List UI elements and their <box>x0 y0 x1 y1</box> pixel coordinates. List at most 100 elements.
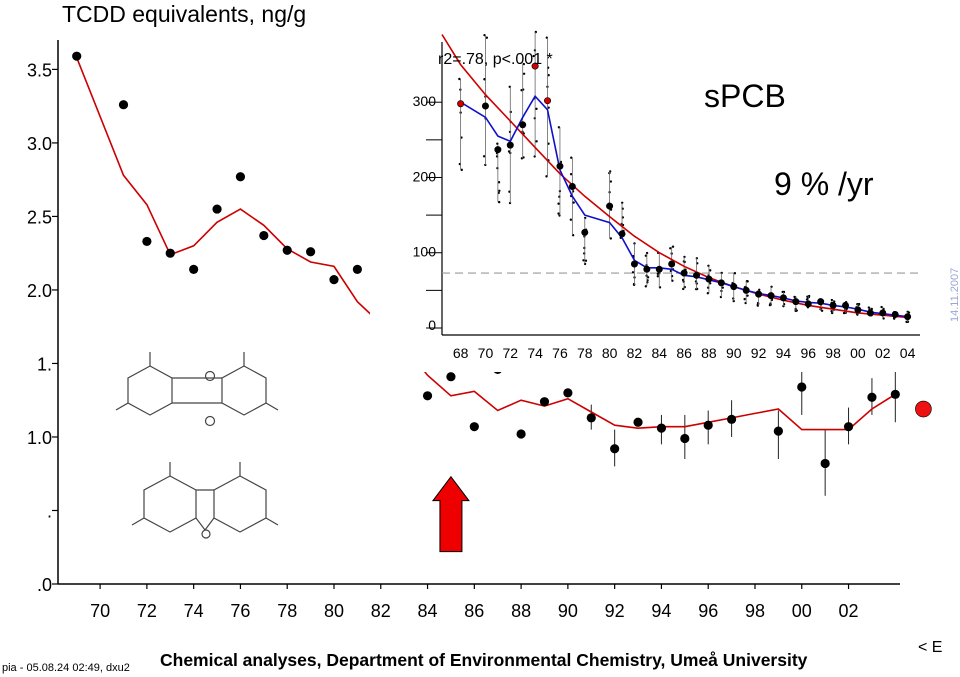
sample-dot <box>497 200 501 204</box>
inset-mean-point <box>804 300 812 308</box>
inset-mean-point <box>866 309 874 317</box>
inset-stat-label: r2=.78, p<.001 * <box>438 51 553 68</box>
sample-dot <box>498 189 501 192</box>
inset-mean-point <box>618 230 626 238</box>
sample-dot <box>582 259 585 262</box>
data-point <box>586 413 596 423</box>
main-title: TCDD equivalents, ng/g <box>62 1 306 27</box>
main-x-tick-label: 78 <box>277 601 297 621</box>
inset-mean-point <box>705 275 713 283</box>
sample-dot <box>545 175 548 178</box>
inset-x-tick-label: 78 <box>577 345 593 361</box>
main-x-tick-label: 90 <box>558 601 578 621</box>
data-point <box>422 391 433 401</box>
inset-mean-point <box>842 301 850 309</box>
data-point <box>563 388 573 398</box>
main-x-tick-label: 80 <box>324 601 344 621</box>
sample-dot <box>532 54 535 58</box>
inset-mean-point <box>630 260 638 268</box>
data-point <box>610 444 620 454</box>
sample-dot <box>746 294 749 297</box>
inset-rate-label: 9 % /yr <box>774 166 874 202</box>
data-point <box>797 382 807 392</box>
inset-x-tick-label: 00 <box>850 345 866 361</box>
sample-dot <box>681 278 685 282</box>
dioxin-structure-icon <box>115 352 279 427</box>
main-x-tick-label: 82 <box>371 601 391 621</box>
inset-x-tick-label: 88 <box>701 345 717 361</box>
inset-x-tick-label: 02 <box>875 345 891 361</box>
main-y-tick-label: 1. <box>37 354 52 374</box>
data-point <box>306 247 316 257</box>
inset-mean-point <box>904 313 912 321</box>
inset-regression-curve <box>441 34 908 319</box>
data-point <box>142 236 152 247</box>
inset-mean-point <box>556 162 564 170</box>
inset-mean-point <box>643 265 651 273</box>
data-point <box>329 275 339 285</box>
main-y-tick-label: .0 <box>37 575 52 595</box>
data-point <box>189 264 199 274</box>
data-point <box>118 100 129 110</box>
data-point <box>633 417 643 427</box>
footer-stamp: pia - 05.08.24 02:49, dxu2 <box>2 662 130 674</box>
inset-x-tick-label: 68 <box>453 345 469 361</box>
inset-mean-point <box>779 294 787 302</box>
sample-dot <box>820 309 824 313</box>
main-y-tick-label: 1.0 <box>27 428 52 448</box>
sample-dot <box>656 272 660 276</box>
main-y-tick-label: . <box>47 501 52 521</box>
data-point <box>820 458 830 469</box>
main-x-tick-label: 74 <box>184 601 204 621</box>
data-point <box>773 426 783 436</box>
sample-dot <box>609 237 613 240</box>
sample-dot <box>733 272 737 275</box>
inset-x-tick-label: 04 <box>900 345 916 361</box>
highlight-point <box>915 400 932 418</box>
sample-dot <box>558 214 561 217</box>
sample-dot <box>522 62 525 66</box>
sample-dot <box>547 73 550 77</box>
main-x-tick-label: 84 <box>418 601 438 621</box>
inset-x-tick-label: 84 <box>651 345 667 361</box>
inset-mean-point <box>531 62 539 70</box>
sample-dot <box>880 305 883 309</box>
sample-dot <box>569 218 573 221</box>
data-point <box>165 248 175 258</box>
data-point <box>212 204 222 214</box>
inset-mean-point <box>494 146 502 154</box>
main-y-tick-label: 2.0 <box>27 281 52 301</box>
main-x-tick-label: 94 <box>651 601 671 621</box>
inset-y-tick-label: 0 <box>428 317 436 333</box>
inset-mean-point <box>606 202 614 210</box>
data-point <box>656 423 667 433</box>
dibenzofuran-structure-icon <box>131 462 279 539</box>
sample-dot <box>644 285 648 288</box>
sample-dot <box>857 302 861 306</box>
main-x-tick-labels: 70 72 74 76 78 80 82 84 86 88 90 92 94 96 98 00 02 <box>90 584 859 621</box>
inset-mean-point <box>581 228 589 236</box>
sample-dot <box>572 201 575 204</box>
sample-dot <box>906 310 909 313</box>
inset-y-tick-label: 300 <box>413 93 437 109</box>
sample-dot <box>646 276 650 279</box>
inset-x-tick-label: 92 <box>751 345 767 361</box>
main-x-tick-label: 02 <box>839 601 859 621</box>
sample-dot <box>709 269 712 272</box>
sample-dot <box>460 168 463 172</box>
sample-dot <box>867 306 871 309</box>
sample-dot <box>482 155 486 158</box>
sample-dot <box>709 282 712 285</box>
main-x-tick-label: 00 <box>792 601 812 621</box>
inset-x-tick-label: 90 <box>726 345 742 361</box>
corner-logo: < E <box>918 639 942 656</box>
date-stamp: 14.11.2007 <box>949 268 960 322</box>
inset-mean-point <box>668 260 676 268</box>
inset-mean-point <box>693 271 701 279</box>
data-point <box>867 392 877 402</box>
sample-dot <box>609 180 613 183</box>
inset-mean-point <box>655 265 663 273</box>
data-point <box>235 172 246 182</box>
sample-dot <box>656 275 660 278</box>
